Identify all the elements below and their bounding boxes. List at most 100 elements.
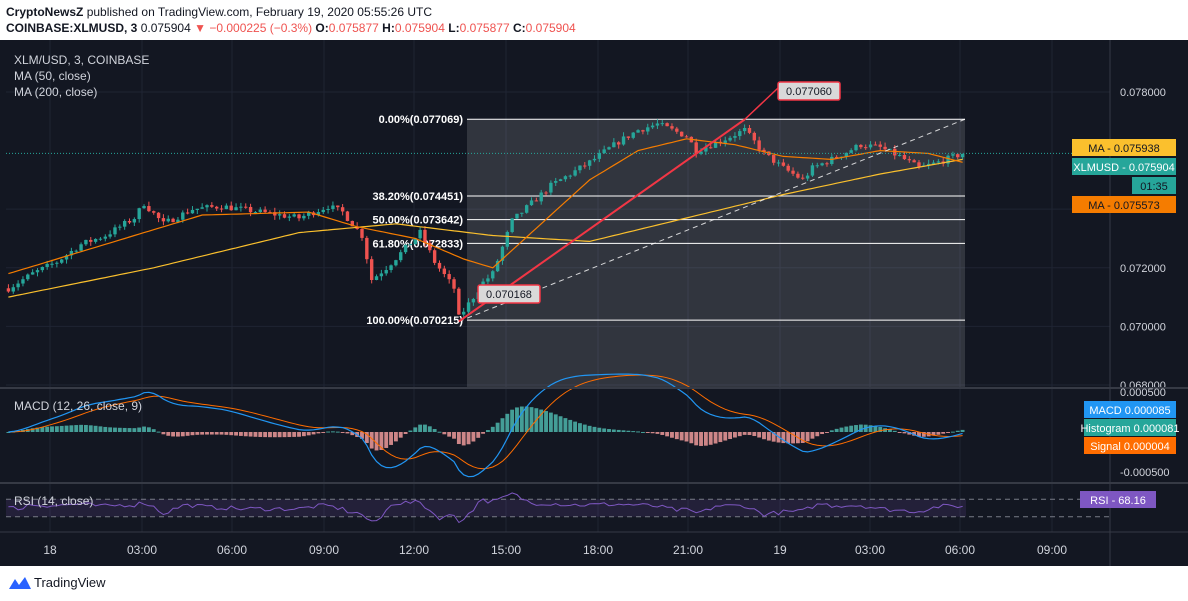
macd-histogram-bar	[708, 432, 713, 445]
rsi-badge-label: RSI - 68.16	[1090, 495, 1146, 507]
candle-body	[287, 216, 292, 218]
macd-histogram-bar	[950, 431, 955, 433]
candle-body	[757, 140, 761, 150]
macd-histogram-bar	[597, 427, 602, 432]
candle-body	[408, 244, 413, 246]
close-label: C:	[512, 21, 526, 35]
macd-histogram-bar	[481, 432, 486, 434]
macd-histogram-bar	[418, 424, 423, 432]
macd-tick-label: 0.000500	[1120, 387, 1166, 399]
candle-body	[292, 214, 296, 217]
macd-histogram-bar	[645, 432, 650, 433]
candle-body	[418, 229, 422, 239]
macd-tick-label: -0.000500	[1120, 467, 1170, 479]
macd-histogram-bar	[282, 432, 287, 438]
macd-histogram-bar	[781, 432, 786, 444]
candle-body	[796, 173, 800, 178]
macd-histogram-bar	[728, 432, 733, 440]
macd-histogram-bar	[495, 422, 500, 432]
candle-body	[118, 226, 122, 228]
price-axis-badge	[1072, 196, 1176, 213]
candle-body	[108, 234, 112, 237]
candle-body	[893, 148, 897, 156]
macd-histogram-bar	[330, 431, 335, 433]
macd-histogram-bar	[306, 432, 311, 436]
trend-drawings[interactable]: 0.077060 0.070168	[458, 81, 966, 323]
candle-body	[79, 244, 83, 251]
candle-body	[602, 149, 606, 154]
symbol-name: COINBASE:XLMUSD, 3	[6, 21, 138, 35]
macd-histogram-bar	[490, 426, 495, 432]
low-callout-box	[477, 284, 541, 304]
fibonacci-retracement[interactable]: 0.00%(0.077069)38.20%(0.074451)50.00%(0.…	[366, 114, 965, 389]
macd-badge	[1084, 437, 1176, 454]
macd-histogram-bar	[854, 425, 858, 432]
time-tick-label: 18	[43, 543, 57, 557]
candle-body	[805, 175, 810, 179]
macd-histogram-bar	[413, 427, 418, 432]
candle-body	[239, 206, 243, 208]
candle-body	[738, 131, 742, 137]
candle-body	[868, 144, 873, 148]
chart-area[interactable]: 0.00%(0.077069) 38.20%(0.074451) 50.00%(0.…	[0, 40, 1188, 566]
price-axis-badge-label: MA - 0.075938	[1088, 143, 1160, 155]
macd-histogram-bar	[703, 432, 708, 446]
candle-body	[394, 260, 398, 266]
low-callout-label: 0.070168	[486, 289, 532, 301]
candle-body	[486, 278, 490, 282]
callout-pointer	[744, 87, 779, 121]
macd-histogram-bar	[873, 426, 878, 432]
candle-body	[844, 152, 849, 157]
macd-histogram-bar	[587, 425, 592, 432]
macd-histogram-bar	[839, 427, 844, 432]
macd-histogram-bar	[180, 432, 185, 437]
macd-histogram-bar	[398, 432, 403, 438]
candle-body	[713, 141, 718, 148]
candle-body	[374, 276, 379, 281]
candle-body	[675, 128, 679, 132]
macd-histogram-bar	[403, 432, 408, 434]
candle-body	[655, 123, 660, 126]
candle-body	[878, 144, 882, 147]
candle-body	[30, 272, 35, 275]
macd-histogram-bar	[369, 432, 374, 449]
candle-body	[248, 206, 253, 213]
candle-body	[544, 192, 548, 194]
macd-histogram-bar	[611, 429, 616, 432]
macd-histogram-bar	[466, 432, 471, 445]
macd-histogram-bar	[364, 432, 369, 444]
low-label: L:	[448, 21, 460, 35]
candle-body	[665, 123, 669, 127]
fib-level-label: 38.20%(0.074451)	[372, 191, 463, 203]
candle-body	[331, 205, 335, 209]
macd-badge-label: MACD 0.000085	[1089, 405, 1170, 417]
candle-body	[113, 227, 117, 235]
candle-body	[403, 244, 408, 253]
candle-body	[636, 130, 640, 133]
candle-body	[960, 153, 965, 158]
ohlc-line: COINBASE:XLMUSD, 3 0.075904 ▼ −0.000225 …	[6, 20, 576, 36]
macd-histogram-bar	[791, 432, 795, 444]
macd-histogram-bar	[844, 426, 849, 432]
macd-histogram-bar	[142, 426, 146, 432]
time-tick-label: 06:00	[217, 543, 247, 557]
open-value: 0.075877	[328, 21, 379, 35]
candle-body	[379, 273, 384, 277]
macd-histogram-bar	[452, 432, 456, 439]
macd-histogram-bar	[718, 432, 723, 443]
time-tick-label: 19	[773, 543, 787, 557]
candle-body	[830, 156, 834, 165]
rsi-badge	[1080, 491, 1156, 509]
candle-body	[709, 147, 713, 149]
candle-body	[597, 153, 602, 159]
macd-histogram-bar	[713, 432, 718, 444]
macd-histogram-bar	[321, 432, 326, 433]
chart-canvas[interactable]: 0.00%(0.077069)38.20%(0.074451)50.00%(0.…	[0, 40, 1188, 566]
candle-body	[452, 279, 456, 289]
candle-body	[549, 182, 553, 193]
candle-body	[321, 209, 325, 213]
macd-badge-label: Histogram 0.000081	[1080, 423, 1179, 435]
macd-histogram-bar	[742, 432, 747, 435]
macd-histogram-bar	[510, 409, 515, 432]
publish-info: published on TradingView.com, February 1…	[86, 5, 433, 19]
